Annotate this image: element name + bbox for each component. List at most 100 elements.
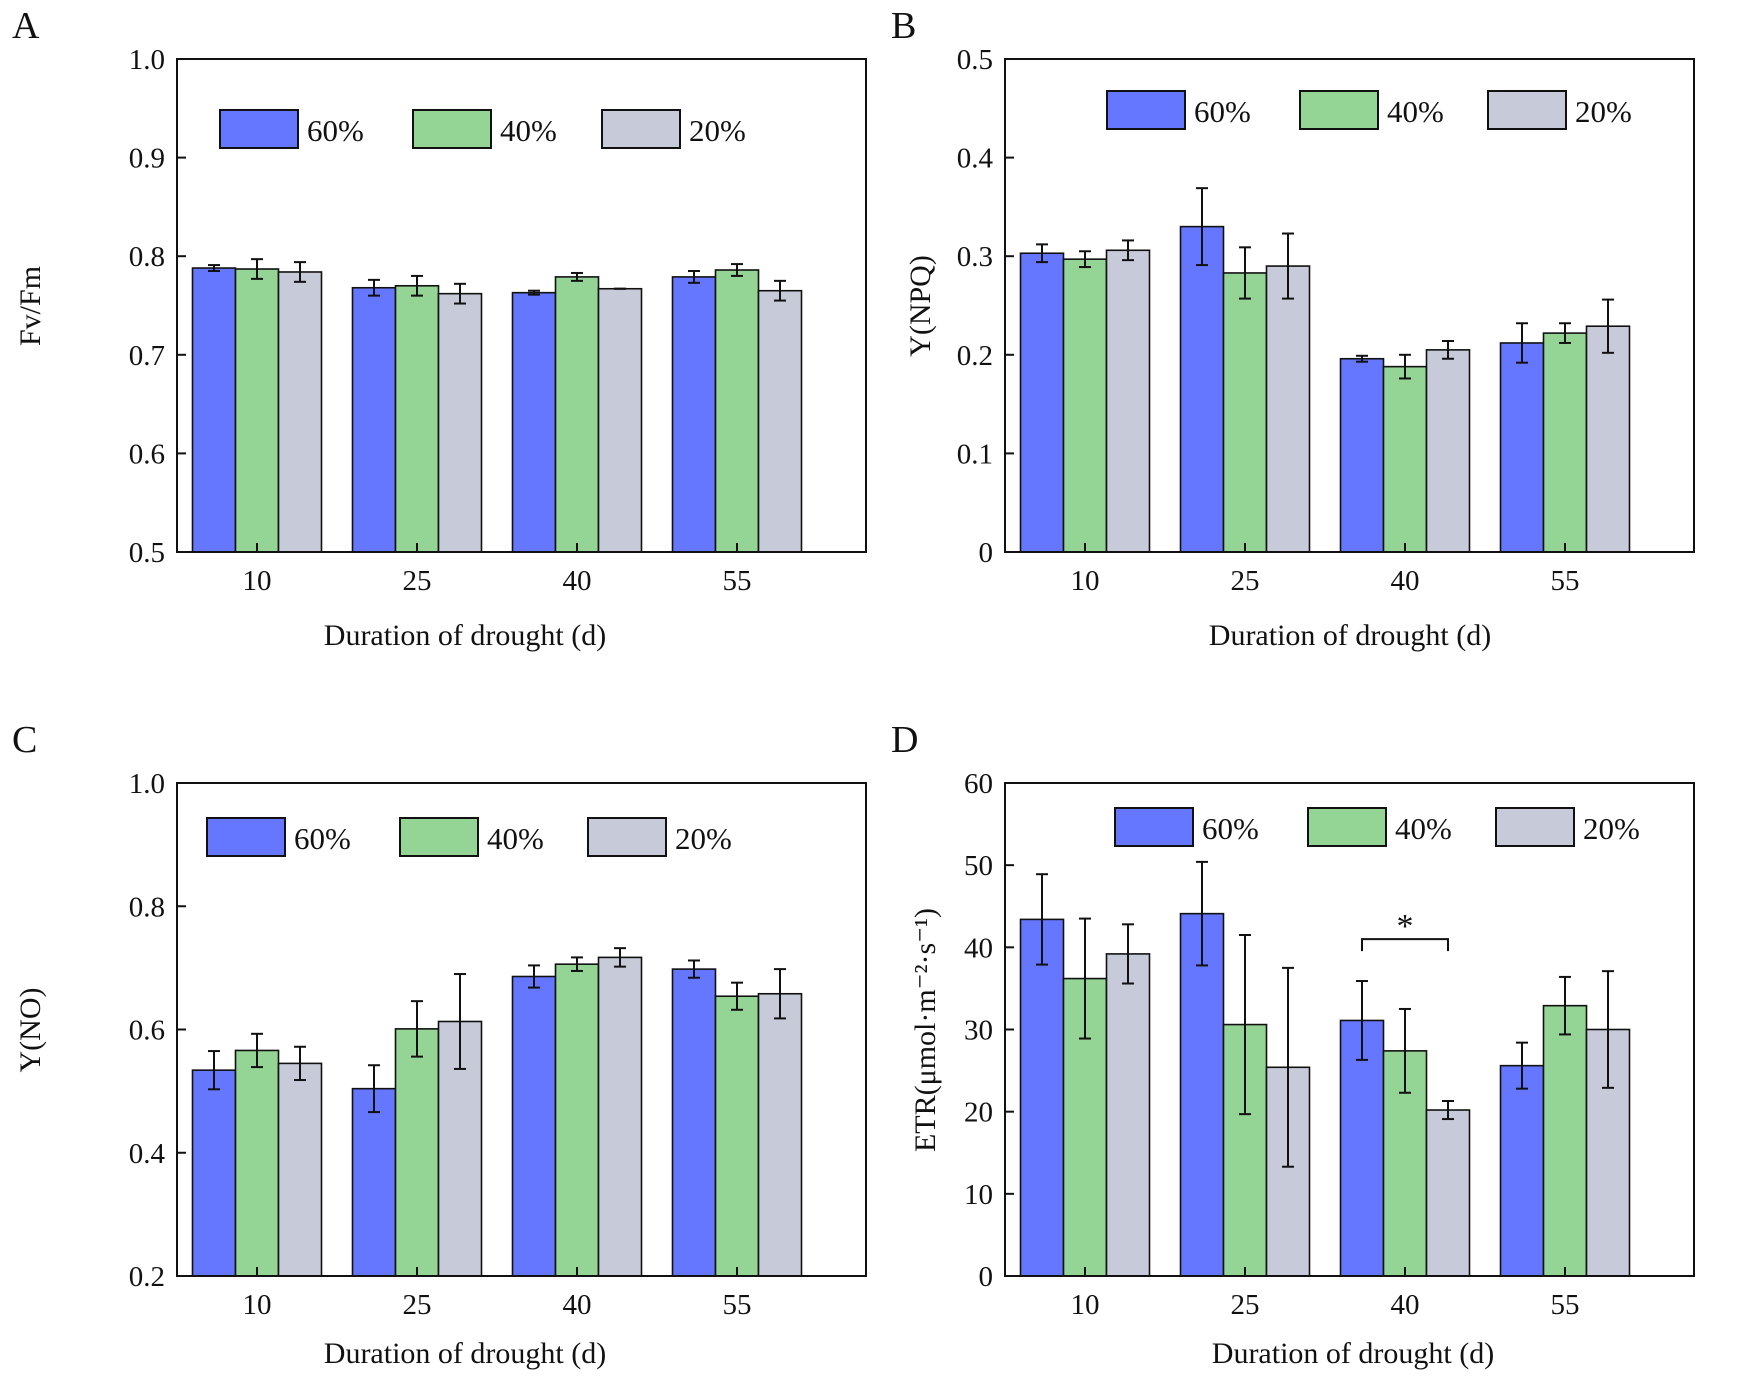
y-tick-label: 0.4 xyxy=(957,143,994,175)
legend-label-40: 40% xyxy=(1387,94,1444,129)
x-tick-label: 10 xyxy=(243,565,272,597)
bar-40-55 xyxy=(1542,332,1588,553)
error-bar-60-25 xyxy=(368,278,380,297)
y-tick-label: 0.7 xyxy=(129,340,165,372)
legend-swatch-40 xyxy=(1307,807,1387,847)
bar-60-25 xyxy=(351,1087,397,1277)
bar-60-10 xyxy=(1019,252,1065,553)
error-bar-20-10 xyxy=(1122,923,1134,985)
error-bar-40-40 xyxy=(1399,1007,1411,1094)
legend: 60% 40% 20% xyxy=(219,109,746,149)
error-bar-40-10 xyxy=(1079,250,1091,269)
x-axis-title: Duration of drought (d) xyxy=(324,619,606,652)
plot-frame xyxy=(176,58,867,553)
error-bar-60-55 xyxy=(688,959,700,979)
legend-label-60: 60% xyxy=(294,821,351,856)
error-bar-60-10 xyxy=(1036,873,1048,966)
y-tick-label: 0.4 xyxy=(129,1138,166,1170)
x-tick-label: 25 xyxy=(1231,1289,1260,1321)
y-tick-label: 10 xyxy=(964,1179,993,1211)
bar-20-55 xyxy=(757,992,803,1277)
panel-b: B Y(NPQ) Duration of drought (d) 60% 40%… xyxy=(891,5,1695,652)
x-axis-title: Duration of drought (d) xyxy=(1209,619,1491,652)
error-bar-60-40 xyxy=(528,964,540,989)
bar-20-10 xyxy=(277,271,323,553)
panel-letter: B xyxy=(891,5,916,47)
bar-60-40 xyxy=(511,975,557,1277)
error-bar-40-10 xyxy=(251,1032,263,1069)
error-bar-40-25 xyxy=(1239,934,1251,1116)
error-bar-60-25 xyxy=(1196,860,1208,967)
error-bar-20-25 xyxy=(454,282,466,305)
x-tick-label: 25 xyxy=(1231,565,1260,597)
x-tick-label: 40 xyxy=(1391,565,1420,597)
error-bar-20-40 xyxy=(1442,1099,1454,1121)
bar-40-25 xyxy=(1222,272,1268,553)
legend-label-20: 20% xyxy=(675,821,732,856)
bracket-line xyxy=(1361,938,1449,952)
bars xyxy=(191,947,803,1277)
y-tick-label: 0 xyxy=(979,537,994,569)
y-tick-label: 1.0 xyxy=(129,768,165,800)
y-axis-title: Fv/Fm xyxy=(14,266,47,346)
x-tick-label: 10 xyxy=(243,1289,272,1321)
legend-swatch-20 xyxy=(601,109,681,149)
bar-60-55 xyxy=(1499,1064,1545,1277)
bar-60-25 xyxy=(351,286,397,553)
error-bar-20-40 xyxy=(614,947,626,968)
bar-40-55 xyxy=(714,269,760,553)
y-tick-label: 0.3 xyxy=(957,241,993,273)
error-bar-60-55 xyxy=(1516,322,1528,364)
error-bar-40-55 xyxy=(731,981,743,1011)
bar-20-40 xyxy=(597,287,643,553)
bar-60-10 xyxy=(191,1069,237,1277)
legend-label-20: 20% xyxy=(1583,811,1640,846)
bar-40-10 xyxy=(1062,258,1108,553)
bar-40-40 xyxy=(554,276,600,553)
x-tick-label: 55 xyxy=(723,1289,752,1321)
y-tick-label: 0.9 xyxy=(129,143,165,175)
legend: 60% 40% 20% xyxy=(1114,807,1640,847)
error-bar-40-25 xyxy=(411,274,423,297)
legend-swatch-60 xyxy=(206,817,286,857)
error-bar-40-10 xyxy=(251,258,263,280)
legend-label-60: 60% xyxy=(1194,94,1251,129)
error-bar-40-40 xyxy=(571,271,583,282)
legend-label-20: 20% xyxy=(1575,94,1632,129)
y-tick-label: 30 xyxy=(964,1015,993,1047)
x-tick-label: 25 xyxy=(403,565,432,597)
legend-label-40: 40% xyxy=(487,821,544,856)
error-bar-20-25 xyxy=(454,973,466,1070)
y-tick-label: 40 xyxy=(964,932,993,964)
plot-frame xyxy=(176,782,867,1277)
bar-20-25 xyxy=(1265,265,1311,553)
error-bar-60-10 xyxy=(208,264,220,272)
bars xyxy=(191,258,803,553)
y-tick-label: 0.6 xyxy=(129,438,165,470)
bars xyxy=(1019,860,1631,1277)
y-tick-label: 0.2 xyxy=(957,340,993,372)
y-axis-title: Y(NO) xyxy=(14,988,47,1073)
bar-60-55 xyxy=(671,276,717,553)
bar-40-25 xyxy=(394,1028,440,1277)
panel-letter: A xyxy=(12,5,40,47)
x-tick-label: 55 xyxy=(1551,565,1580,597)
legend-swatch-60 xyxy=(1114,807,1194,847)
plot-frame xyxy=(1004,782,1695,1277)
bar-20-55 xyxy=(1585,1028,1631,1277)
x-tick-label: 10 xyxy=(1071,565,1100,597)
bar-20-10 xyxy=(277,1062,323,1277)
y-tick-label: 0.2 xyxy=(129,1261,165,1293)
error-bar-40-55 xyxy=(1559,975,1571,1036)
legend-swatch-40 xyxy=(399,817,479,857)
legend-label-40: 40% xyxy=(500,113,557,148)
y-tick-label: 0.5 xyxy=(129,537,165,569)
error-bar-40-10 xyxy=(1079,917,1091,1040)
error-bar-20-55 xyxy=(1602,298,1614,354)
bar-60-40 xyxy=(1339,357,1385,553)
bars xyxy=(1019,187,1631,553)
error-bar-40-55 xyxy=(1559,322,1571,344)
error-bar-40-55 xyxy=(731,263,743,277)
bar-20-55 xyxy=(757,289,803,553)
